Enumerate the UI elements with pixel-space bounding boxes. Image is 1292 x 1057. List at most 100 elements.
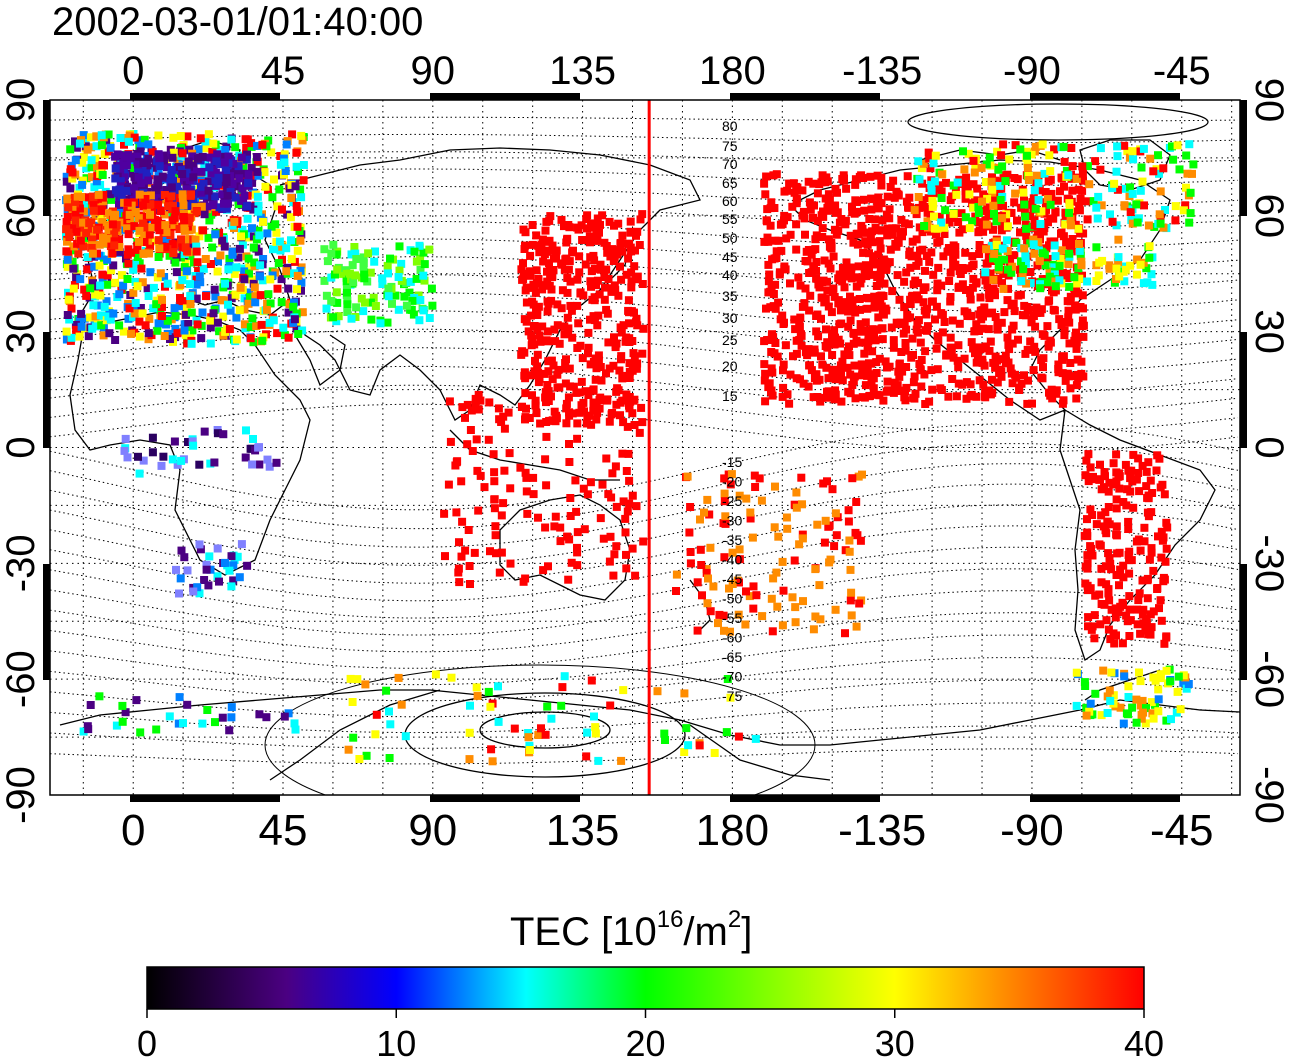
tec-cell — [378, 280, 387, 288]
tec-cell — [1134, 214, 1143, 223]
tec-cell — [908, 334, 917, 343]
tec-cell — [617, 275, 626, 284]
tec-cell — [545, 216, 554, 225]
tec-cell — [142, 168, 150, 177]
tec-cell — [182, 267, 191, 276]
tec-cell — [783, 390, 792, 399]
tec-cell — [590, 296, 599, 305]
tec-cell — [706, 607, 715, 616]
tec-cell — [378, 274, 387, 283]
tec-cell — [227, 713, 236, 722]
tec-cell — [123, 186, 131, 195]
tec-cell — [1122, 709, 1131, 718]
tec-cell — [595, 290, 604, 299]
tec-cell — [720, 474, 729, 483]
tec-cell — [1071, 301, 1080, 310]
tec-cell — [992, 241, 1001, 249]
tec-cell — [929, 159, 938, 168]
tec-cell — [1132, 695, 1141, 704]
tec-cell — [984, 211, 993, 220]
tec-cell — [770, 523, 779, 532]
tec-cell — [1044, 297, 1053, 306]
tec-cell — [612, 502, 621, 511]
tec-cell — [82, 291, 91, 300]
tec-cell — [348, 698, 357, 706]
tec-cell — [831, 605, 840, 614]
tec-cell — [1112, 531, 1121, 540]
tec-cell — [864, 326, 872, 335]
tec-cell — [538, 322, 547, 331]
tec-cell — [68, 224, 77, 232]
tec-cell — [831, 386, 840, 395]
tec-cell — [931, 315, 939, 324]
tec-cell — [536, 419, 545, 428]
tec-cell — [1072, 279, 1081, 288]
tec-cell — [154, 131, 163, 140]
tec-cell — [828, 351, 837, 359]
tec-cell — [1006, 364, 1015, 373]
tec-cell — [292, 324, 301, 333]
tec-cell — [293, 207, 302, 216]
tec-cell — [248, 460, 257, 469]
tec-cell — [359, 307, 368, 316]
tec-cell — [575, 388, 584, 397]
tec-cell — [803, 257, 812, 266]
tec-cell — [144, 335, 153, 344]
tec-cell — [78, 176, 87, 185]
tec-cell — [906, 203, 915, 212]
tec-cell — [778, 557, 787, 566]
tec-cell — [954, 218, 963, 226]
tec-cell — [846, 389, 855, 398]
tec-cell — [1114, 608, 1123, 617]
tec-cell — [125, 304, 134, 313]
tec-cell — [612, 400, 621, 409]
tec-cell — [623, 507, 632, 516]
tec-cell — [1155, 454, 1164, 463]
tec-cell — [970, 168, 979, 177]
tec-cell — [1060, 326, 1069, 335]
tec-cell — [1141, 626, 1150, 635]
tec-cell — [1156, 219, 1165, 228]
tec-cell — [225, 325, 234, 334]
tec-cell — [619, 418, 628, 427]
tec-cell — [331, 270, 339, 279]
tec-cell — [924, 148, 933, 157]
tec-cell — [135, 190, 144, 199]
tec-cell — [71, 156, 80, 165]
tec-cell — [198, 308, 207, 317]
tec-cell — [1108, 184, 1117, 193]
tec-cell — [835, 320, 844, 329]
tec-cell — [855, 295, 864, 303]
tec-cell — [343, 288, 351, 297]
tec-cell — [767, 198, 776, 207]
mag-lat-contour — [50, 443, 1239, 530]
tec-cell — [823, 277, 831, 286]
tec-cell — [870, 292, 879, 301]
tec-cell — [1066, 297, 1075, 306]
tec-cell — [205, 193, 214, 201]
tec-cell — [1116, 565, 1125, 574]
tec-cell — [618, 231, 627, 240]
tec-cell — [486, 547, 494, 556]
tec-cell — [769, 574, 778, 583]
tec-cell — [1046, 200, 1055, 209]
tec-cell — [1030, 216, 1039, 225]
tec-cell — [256, 261, 265, 270]
tec-cell — [124, 230, 133, 239]
tec-cell — [797, 473, 806, 482]
tec-cell — [467, 406, 476, 415]
tec-cell — [541, 523, 550, 532]
tec-cell — [587, 219, 595, 228]
tec-cell — [185, 213, 194, 222]
lat-tick-label-right: -30 — [1247, 534, 1291, 592]
tec-cell — [1125, 569, 1134, 578]
mag-lat-contour — [50, 525, 1239, 602]
tec-cell — [888, 287, 897, 296]
tec-cell — [78, 180, 87, 189]
tec-cell — [1147, 548, 1156, 557]
tec-cell — [797, 331, 806, 340]
tec-cell — [824, 199, 833, 208]
tec-cell — [1143, 278, 1152, 287]
tec-cell — [880, 279, 889, 288]
tec-cell — [584, 391, 593, 399]
